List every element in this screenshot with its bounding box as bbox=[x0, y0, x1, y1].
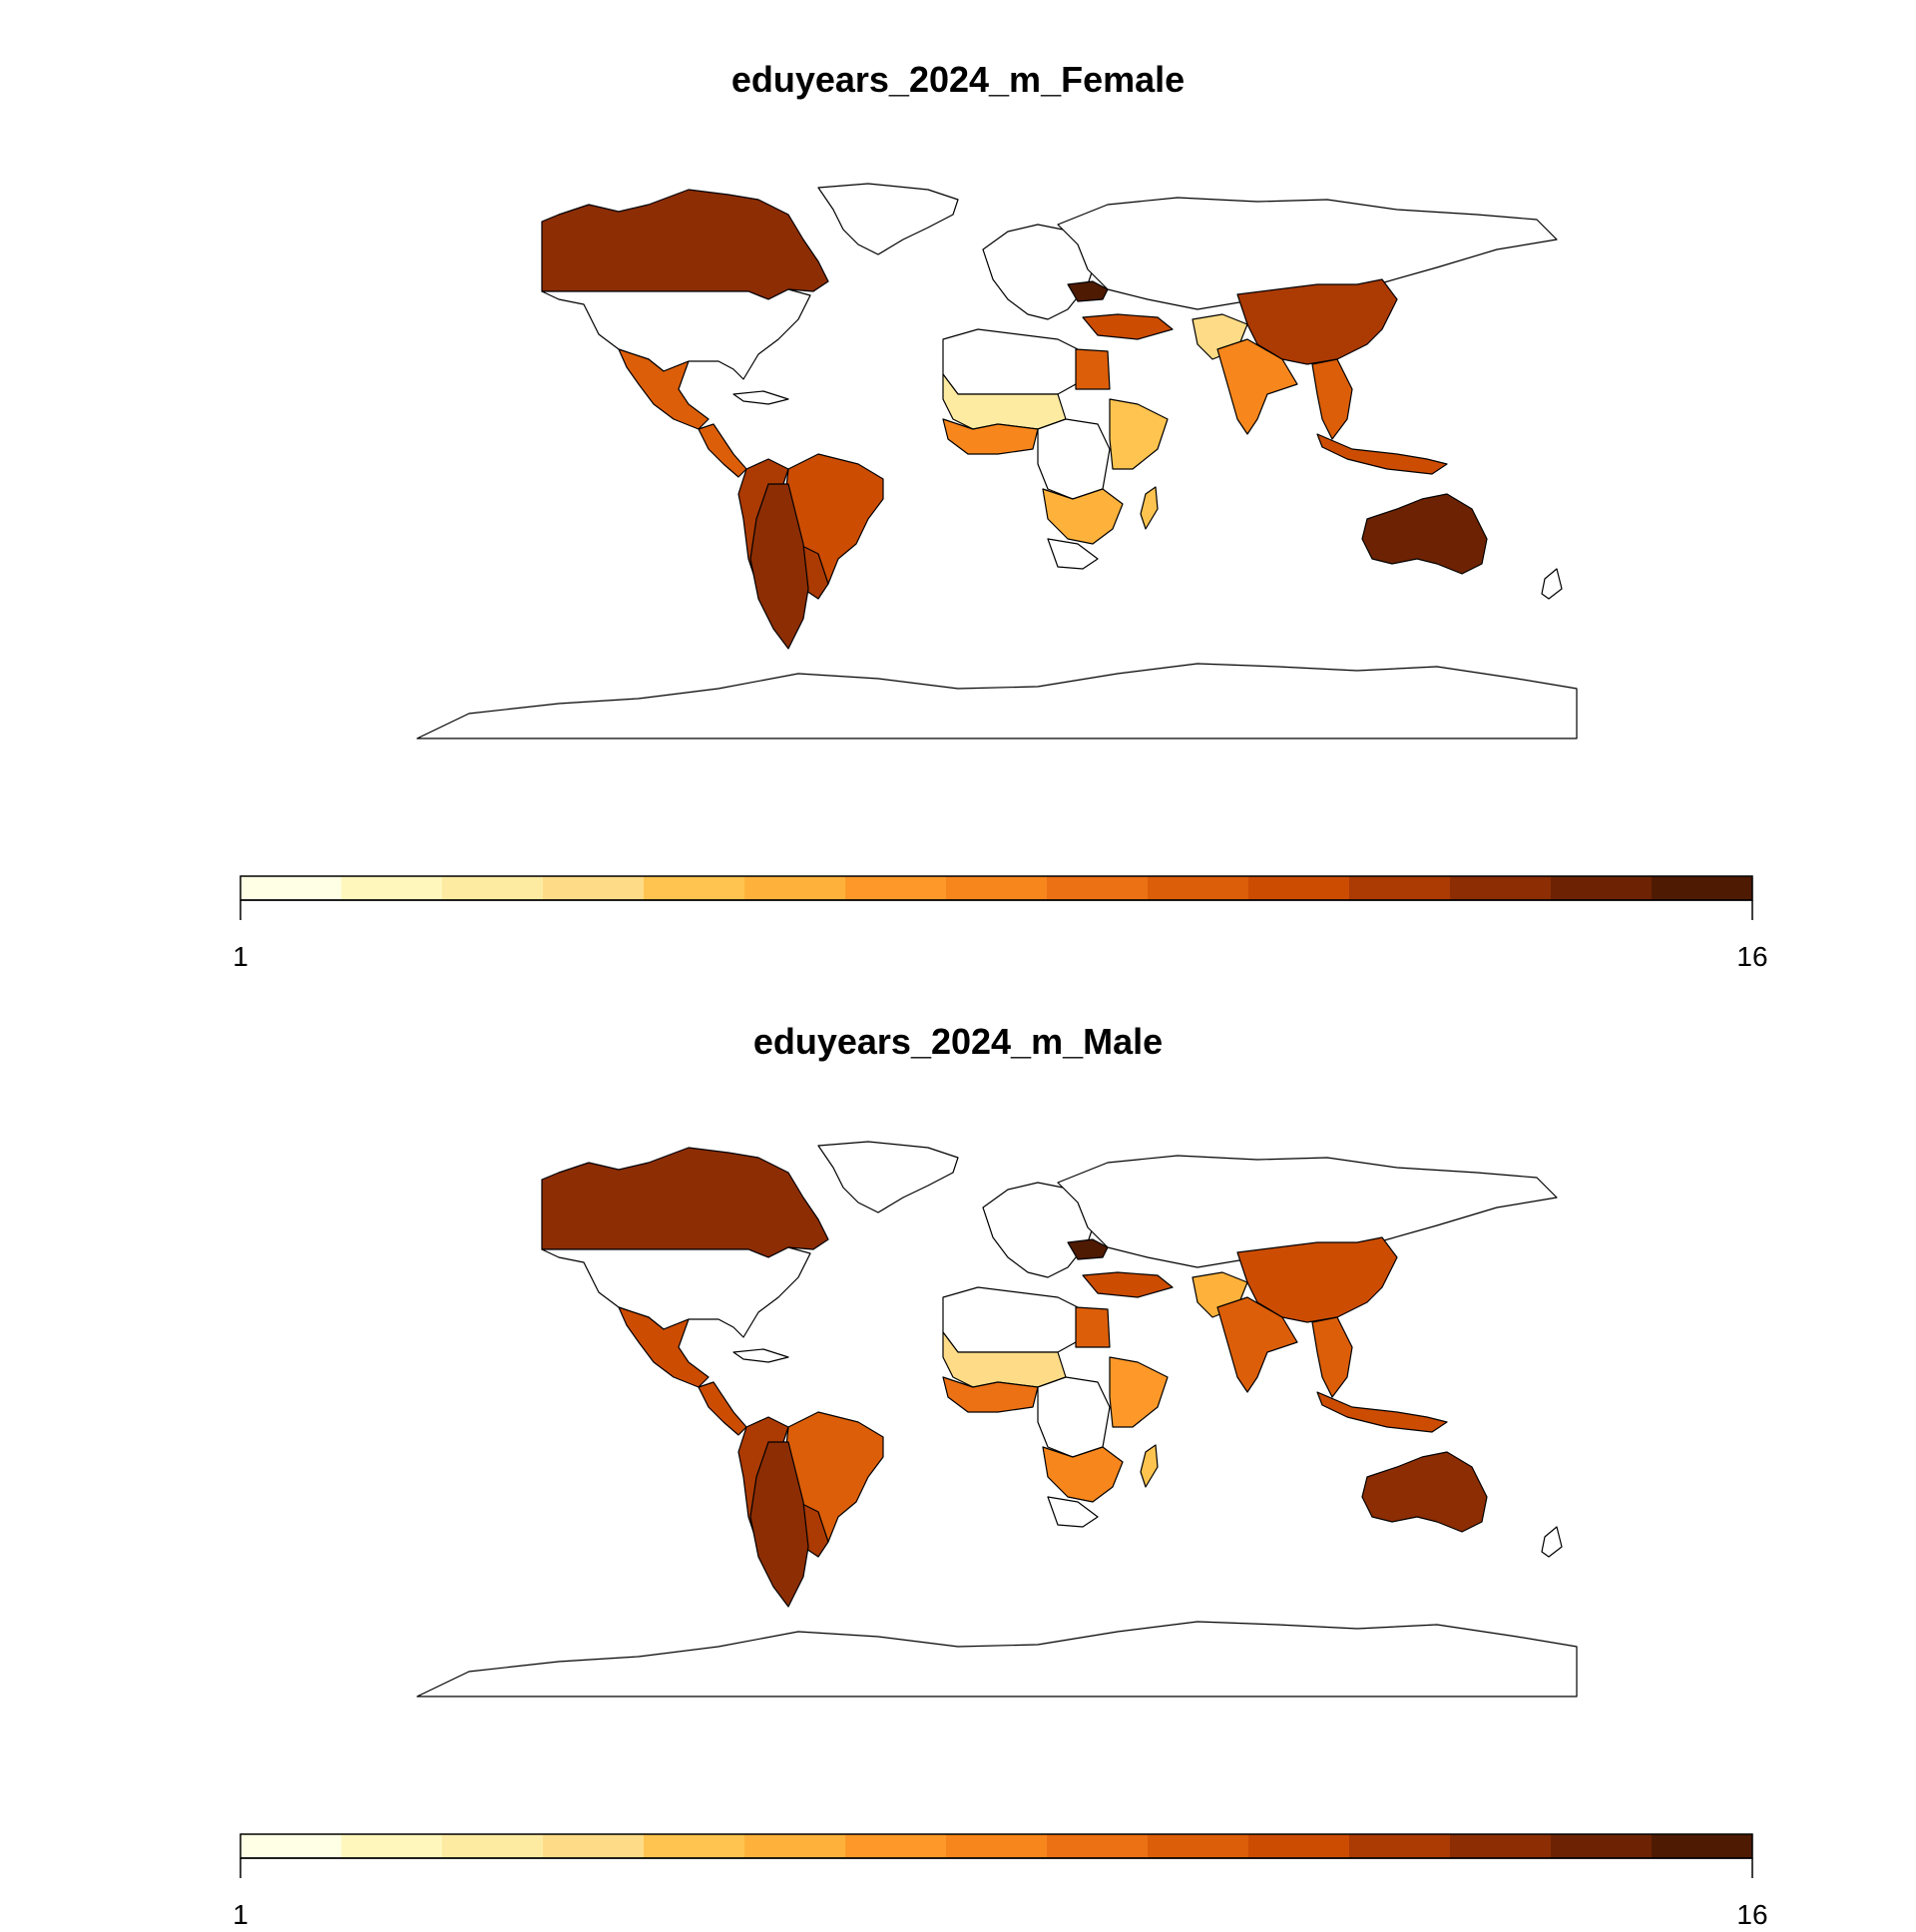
legend-min-label: 1 bbox=[233, 941, 248, 972]
legend-swatch bbox=[1248, 1834, 1350, 1858]
region-egypt bbox=[1075, 1306, 1111, 1348]
region-indonesia bbox=[1316, 433, 1448, 475]
map-panel-male: eduyears_2024_m_Male 1 16 bbox=[0, 958, 1916, 1930]
region-australia bbox=[1361, 1451, 1488, 1533]
region-indonesia bbox=[1316, 1391, 1448, 1433]
region-new-zealand bbox=[1541, 1526, 1563, 1558]
region-turkey-caucasus bbox=[1082, 1271, 1174, 1298]
region-north-africa bbox=[942, 328, 1079, 395]
region-central-america bbox=[698, 423, 747, 478]
region-mexico bbox=[618, 348, 710, 430]
region-southern-africa bbox=[1047, 538, 1099, 570]
region-indochina bbox=[1311, 358, 1353, 440]
region-south-central-africa bbox=[1042, 488, 1124, 545]
choropleth-map bbox=[240, 1141, 1753, 1878]
legend-swatch bbox=[1349, 876, 1451, 900]
legend-swatch bbox=[1551, 1834, 1653, 1858]
legend-axis bbox=[240, 1857, 1753, 1878]
region-indochina bbox=[1311, 1316, 1353, 1398]
legend-swatch bbox=[1148, 1834, 1249, 1858]
legend-swatch bbox=[543, 1834, 645, 1858]
region-cuba bbox=[732, 390, 789, 405]
region-usa bbox=[541, 1246, 811, 1338]
legend-axis bbox=[240, 899, 1753, 920]
legend-swatch bbox=[1047, 876, 1149, 900]
region-west-coast bbox=[942, 418, 1039, 455]
legend-max-label: 16 bbox=[1736, 1899, 1768, 1930]
legend-swatch bbox=[1450, 1834, 1552, 1858]
region-central-africa bbox=[1037, 418, 1111, 500]
legend-swatch bbox=[341, 1834, 443, 1858]
legend-max-label: 16 bbox=[1736, 941, 1768, 972]
legend-swatch bbox=[845, 876, 947, 900]
legend-swatch bbox=[1047, 1834, 1149, 1858]
legend-swatch bbox=[341, 876, 443, 900]
legend-swatch bbox=[240, 1834, 342, 1858]
choropleth-map bbox=[240, 183, 1753, 920]
region-south-central-africa bbox=[1042, 1446, 1124, 1503]
legend-swatch bbox=[946, 876, 1048, 900]
region-turkey-caucasus bbox=[1082, 313, 1174, 340]
legend-swatch bbox=[845, 1834, 947, 1858]
region-usa bbox=[541, 288, 811, 380]
region-west-coast bbox=[942, 1376, 1039, 1413]
legend-min-label: 1 bbox=[233, 1899, 248, 1930]
legend-swatch bbox=[1248, 876, 1350, 900]
region-east-africa bbox=[1109, 1356, 1169, 1428]
region-china bbox=[1236, 1236, 1398, 1323]
legend-swatch bbox=[240, 876, 342, 900]
legend-swatch bbox=[744, 1834, 846, 1858]
legend-swatch bbox=[644, 1834, 745, 1858]
region-madagascar bbox=[1140, 486, 1159, 530]
region-central-america bbox=[698, 1381, 747, 1436]
region-southern-cone bbox=[749, 1441, 809, 1608]
legend-swatch bbox=[1652, 876, 1753, 900]
map-panel-female: eduyears_2024_m_Female 1 16 bbox=[0, 0, 1916, 972]
region-madagascar bbox=[1140, 1444, 1159, 1488]
region-greenland bbox=[817, 1141, 959, 1213]
legend-swatch bbox=[744, 876, 846, 900]
region-southern-africa bbox=[1047, 1496, 1099, 1528]
region-cuba bbox=[732, 1348, 789, 1363]
map-title: eduyears_2024_m_Female bbox=[730, 59, 1186, 100]
map-title: eduyears_2024_m_Male bbox=[752, 1021, 1164, 1062]
region-mexico bbox=[618, 1306, 710, 1388]
legend-swatch bbox=[442, 1834, 544, 1858]
region-central-africa bbox=[1037, 1376, 1111, 1458]
region-greenland bbox=[817, 183, 959, 255]
region-new-zealand bbox=[1541, 568, 1563, 600]
legend-swatch bbox=[543, 876, 645, 900]
region-canada bbox=[541, 189, 829, 300]
region-russia bbox=[1057, 197, 1558, 310]
region-east-africa bbox=[1109, 398, 1169, 470]
legend-swatch bbox=[1450, 876, 1552, 900]
legend-swatch bbox=[946, 1834, 1048, 1858]
legend-swatch bbox=[644, 876, 745, 900]
region-north-africa bbox=[942, 1286, 1079, 1353]
region-egypt bbox=[1075, 348, 1111, 390]
region-antarctica bbox=[416, 1621, 1578, 1697]
region-southern-cone bbox=[749, 483, 809, 650]
region-antarctica bbox=[416, 663, 1578, 739]
region-ukraine bbox=[1067, 280, 1109, 302]
legend-swatch bbox=[1551, 876, 1653, 900]
legend-swatch bbox=[442, 876, 544, 900]
region-canada bbox=[541, 1147, 829, 1258]
legend-swatch bbox=[1148, 876, 1249, 900]
legend-swatch bbox=[1349, 1834, 1451, 1858]
region-russia bbox=[1057, 1155, 1558, 1268]
region-china bbox=[1236, 278, 1398, 365]
legend-swatch bbox=[1652, 1834, 1753, 1858]
region-australia bbox=[1361, 493, 1488, 575]
region-ukraine bbox=[1067, 1238, 1109, 1260]
